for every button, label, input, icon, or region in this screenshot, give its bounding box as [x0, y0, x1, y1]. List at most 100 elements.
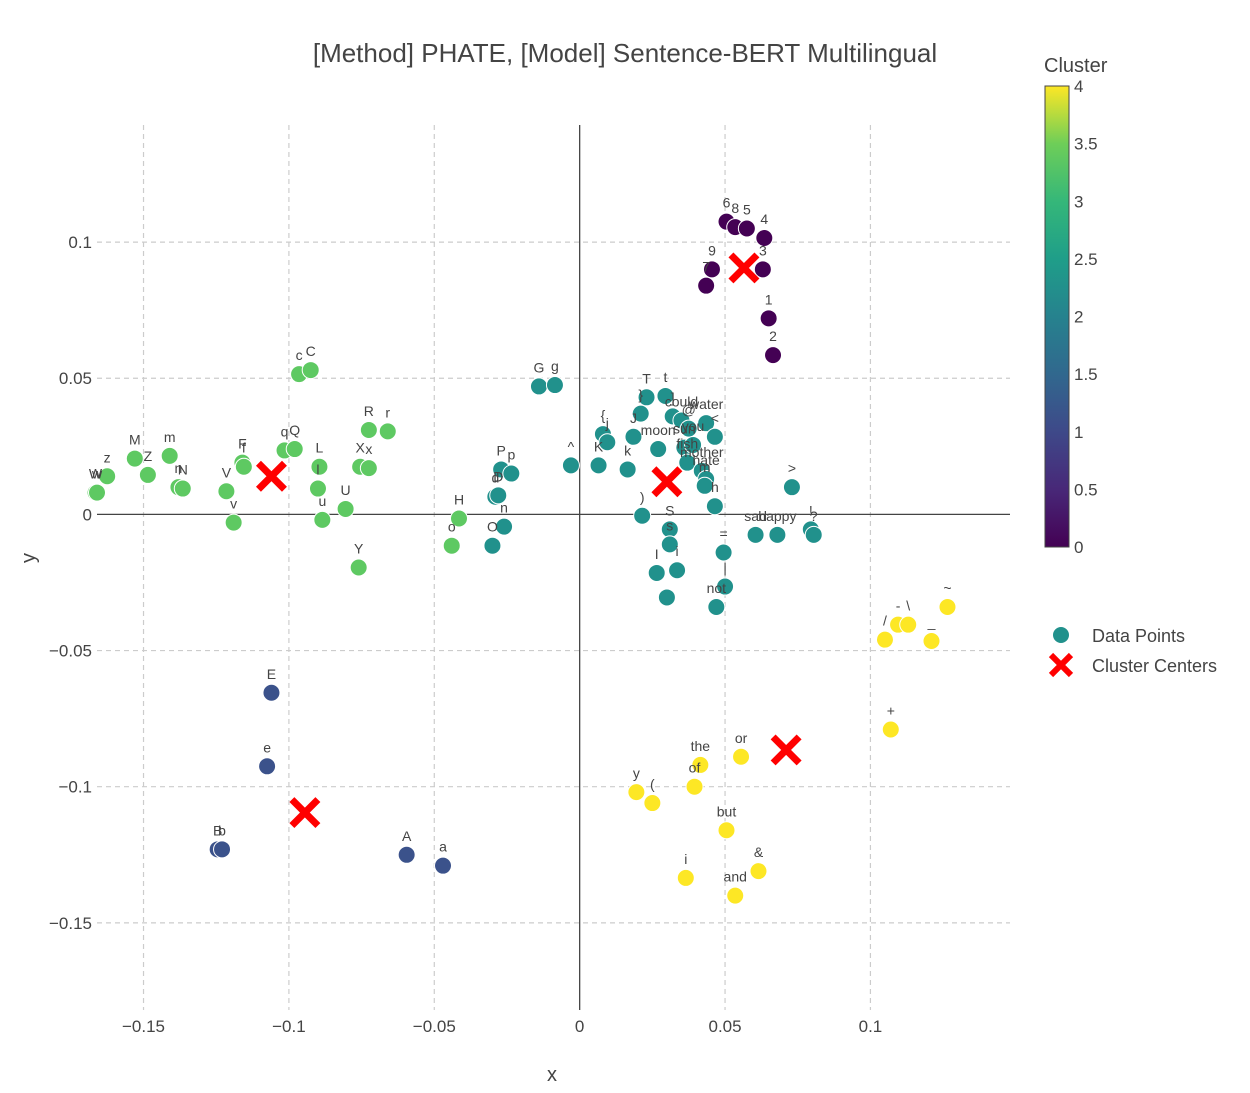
- data-point: [899, 615, 918, 634]
- point-label: 4: [760, 211, 768, 227]
- data-point: [301, 361, 320, 380]
- point-label: i: [676, 543, 679, 559]
- data-point: [714, 543, 733, 562]
- point-label: V: [222, 464, 232, 480]
- point-label: {: [601, 407, 606, 423]
- colorbar-tick-label: 0.5: [1074, 480, 1098, 499]
- data-point: [336, 499, 355, 518]
- data-point: [359, 420, 378, 439]
- point-label: mother: [680, 444, 724, 460]
- point-label: you: [682, 418, 705, 434]
- point-label: but: [717, 803, 737, 819]
- data-point: [234, 457, 253, 476]
- data-point: [598, 433, 617, 452]
- point-label: the: [691, 738, 711, 754]
- point-label: 5: [743, 201, 751, 217]
- point-label: or: [735, 730, 748, 746]
- point-label: could: [665, 393, 698, 409]
- point-label: 7: [702, 259, 710, 275]
- colorbar-tick-label: 3.5: [1074, 135, 1098, 154]
- x-tick-label: 0.05: [709, 1017, 742, 1036]
- data-point: [881, 720, 900, 739]
- point-label: Z: [144, 448, 153, 464]
- point-label: s: [666, 517, 673, 533]
- point-label: c: [296, 347, 303, 363]
- point-label: ~: [943, 580, 951, 596]
- cluster-centers: [255, 252, 802, 829]
- point-label: I: [655, 546, 659, 562]
- point-label: /: [883, 613, 887, 629]
- data-point: [764, 346, 783, 365]
- legend: Data Points Cluster Centers: [1048, 626, 1217, 678]
- data-point: [378, 422, 397, 441]
- point-label: q: [281, 423, 289, 439]
- x-tick-label: 0.1: [859, 1017, 883, 1036]
- data-point: [88, 483, 106, 502]
- point-label: o: [448, 519, 456, 535]
- data-point: [759, 309, 778, 328]
- data-point: [804, 525, 823, 544]
- data-point: [705, 497, 724, 516]
- point-label: P: [496, 442, 505, 458]
- data-point: [618, 460, 637, 479]
- data-point: [702, 260, 721, 279]
- data-point: [684, 435, 703, 454]
- legend-data-points-label: Data Points: [1092, 626, 1185, 646]
- data-point: [649, 440, 668, 459]
- point-label: not: [707, 580, 727, 596]
- data-point: [310, 457, 329, 476]
- point-label: n: [175, 460, 183, 476]
- cluster-center-marker: [770, 734, 802, 766]
- point-label: and: [724, 869, 747, 885]
- point-label: O: [487, 519, 498, 535]
- data-point: [707, 597, 726, 616]
- data-point: [875, 630, 894, 649]
- point-label: sad: [744, 508, 767, 524]
- data-point: [138, 465, 157, 484]
- data-point: [643, 794, 662, 813]
- data-point: [483, 536, 502, 555]
- data-point: [697, 414, 716, 433]
- point-label: d: [491, 470, 499, 486]
- y-tick-label: −0.05: [49, 642, 92, 661]
- data-point: [561, 456, 580, 475]
- point-label: fish: [676, 436, 698, 452]
- point-label: R: [364, 403, 374, 419]
- data-point: [726, 886, 745, 905]
- data-point: [624, 427, 643, 446]
- point-label: L: [316, 440, 324, 456]
- point-label: f: [242, 440, 246, 456]
- point-label: K: [594, 438, 604, 454]
- data-point: [691, 755, 710, 774]
- point-label: |: [723, 560, 727, 576]
- point-label: S: [665, 502, 674, 518]
- point-label: i: [684, 851, 687, 867]
- data-point: [631, 404, 650, 423]
- data-point: [213, 840, 232, 859]
- data-point: [397, 845, 416, 864]
- point-label: 3: [759, 242, 767, 258]
- point-label: k: [624, 442, 632, 458]
- data-point: [938, 597, 957, 616]
- point-label: water: [688, 396, 724, 412]
- point-label: J: [630, 410, 637, 426]
- data-point: [308, 479, 327, 498]
- cluster-center-marker: [255, 460, 287, 492]
- data-point: [922, 632, 941, 651]
- colorbar-tick-labels: 4 3.5 3 2.5 2 1.5 1 0.5 0: [1074, 77, 1098, 557]
- point-label: hate: [693, 452, 720, 468]
- point-label: T: [642, 370, 651, 386]
- data-point: [716, 577, 735, 596]
- y-tick-label: −0.15: [49, 914, 92, 933]
- data-point: [285, 440, 304, 459]
- point-label: F: [238, 436, 247, 452]
- data-point: [647, 563, 666, 582]
- data-point: [732, 747, 751, 766]
- y-tick-label: 0.1: [68, 233, 92, 252]
- point-label: ?: [810, 508, 818, 524]
- point-label: v: [230, 496, 237, 512]
- data-point: [224, 513, 243, 532]
- data-point: [676, 868, 695, 887]
